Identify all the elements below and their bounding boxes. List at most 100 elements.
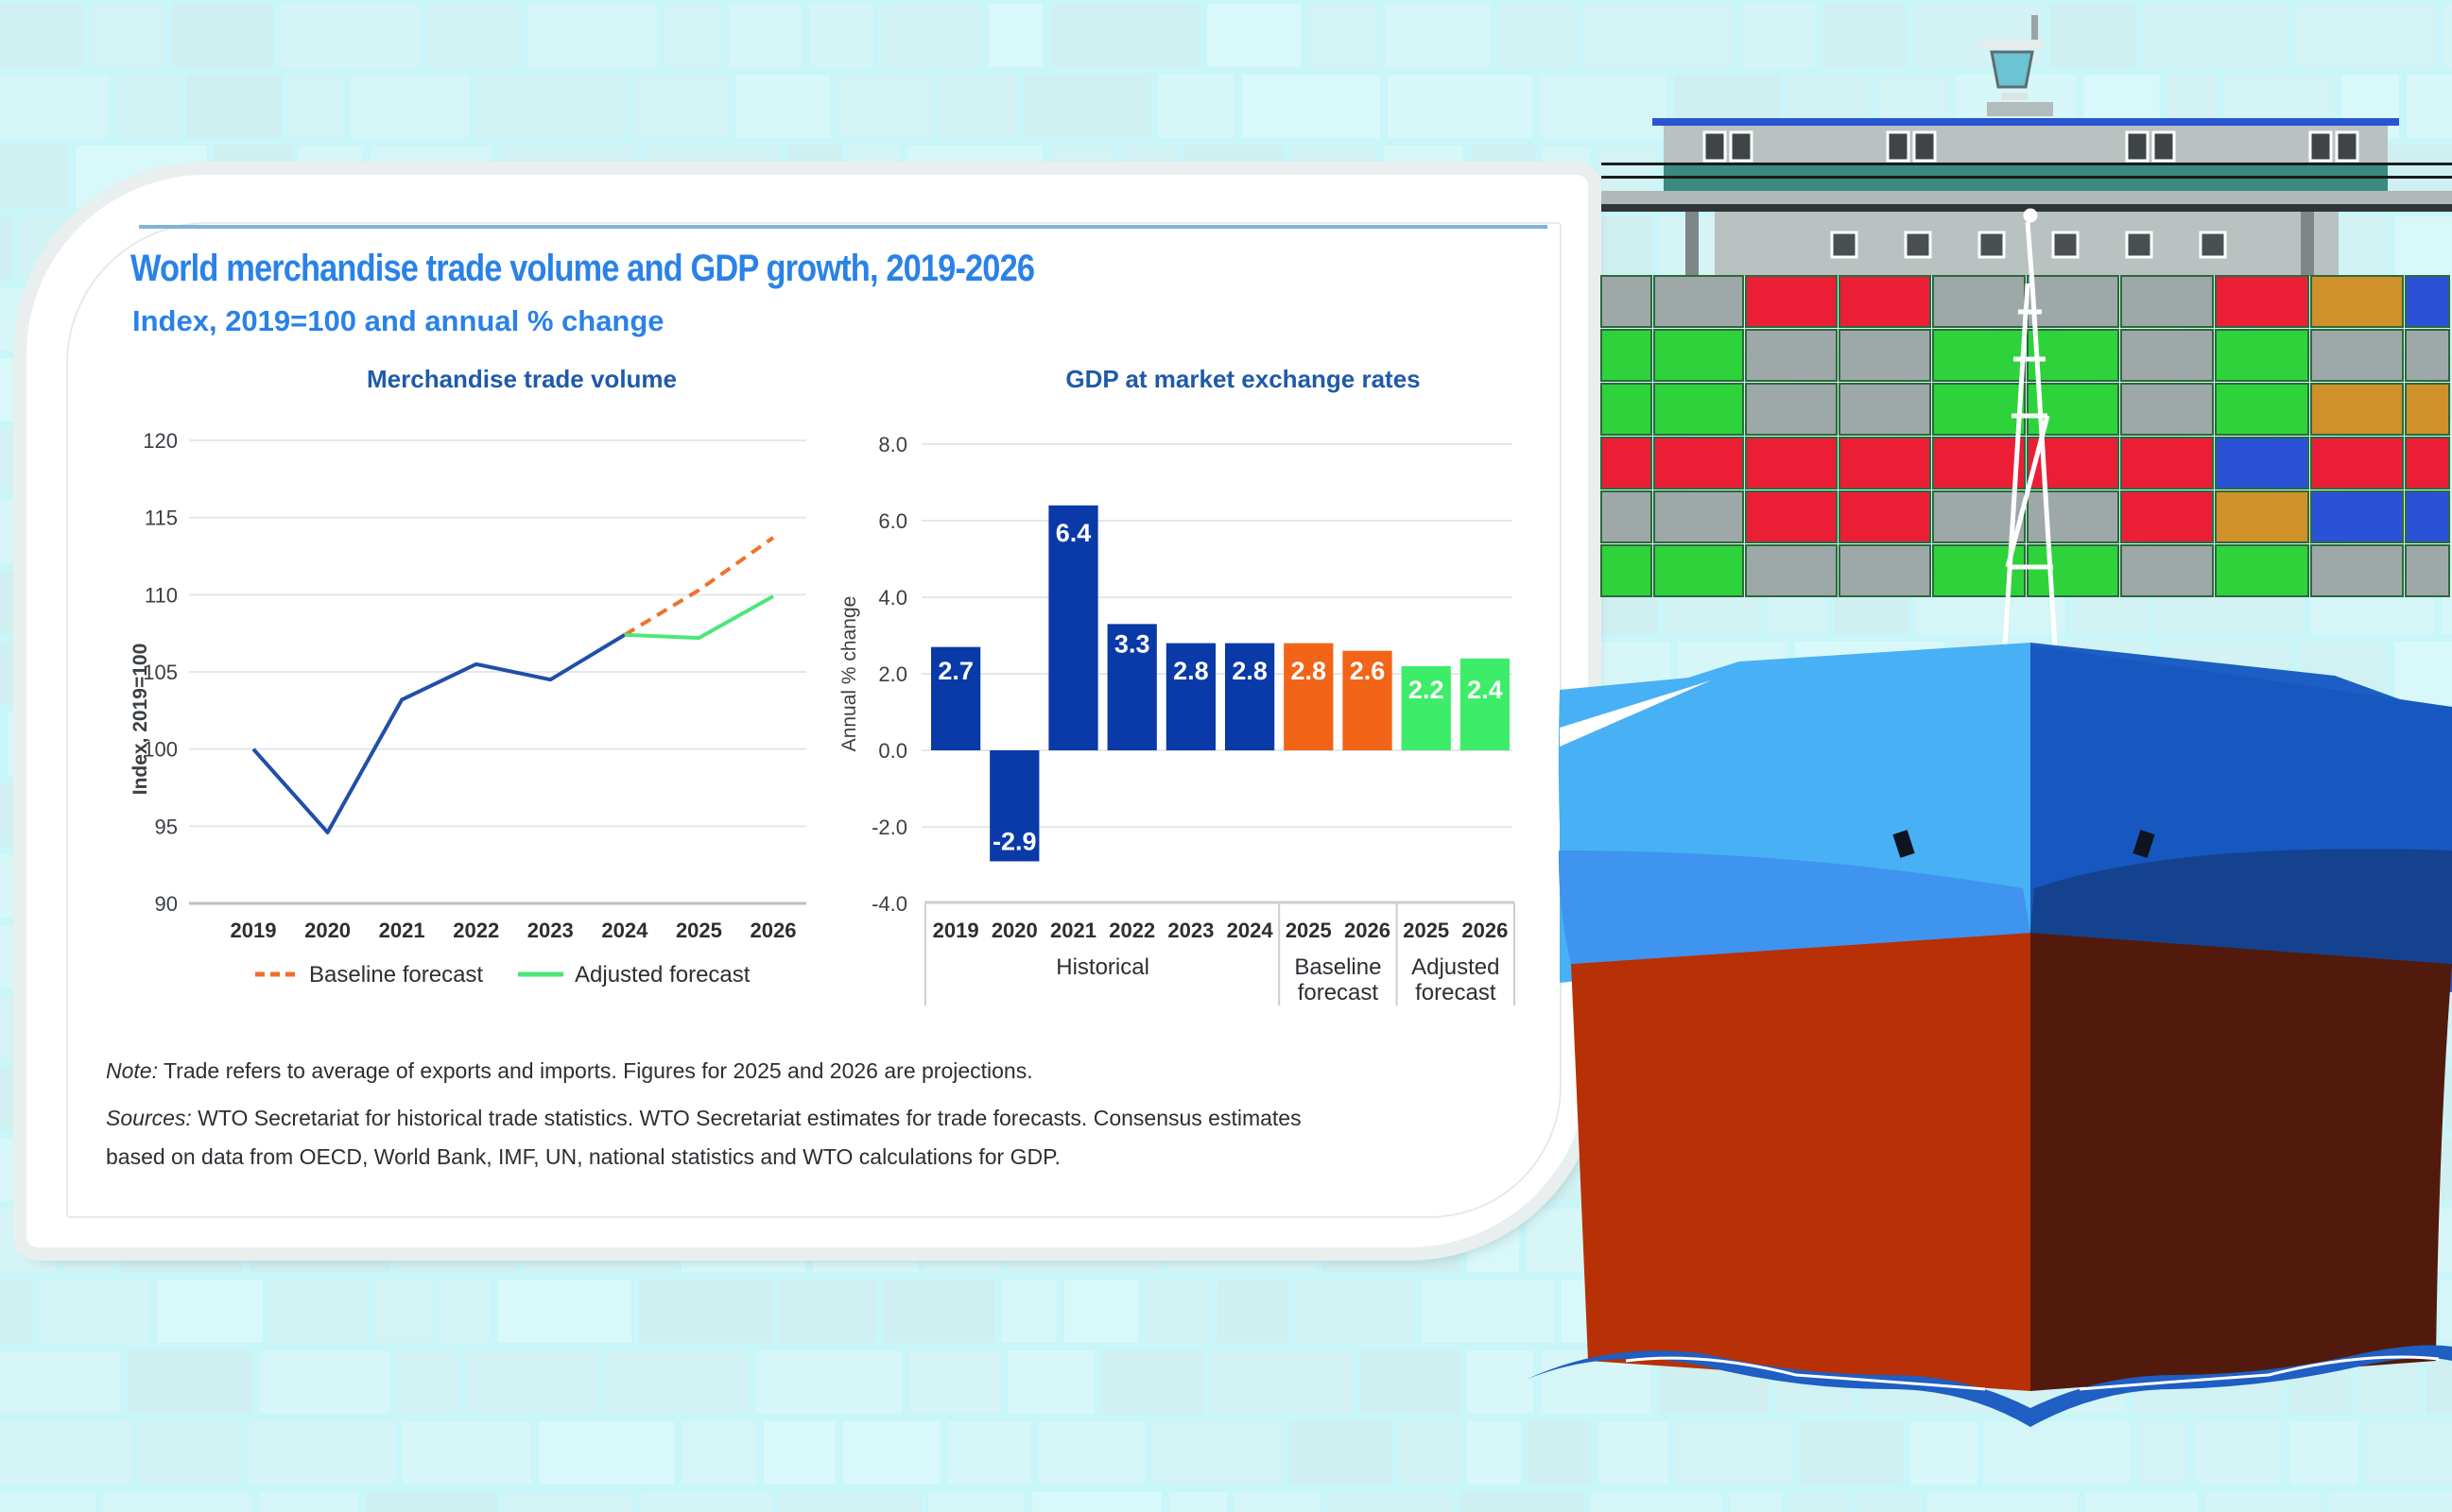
cargo-container [2027, 329, 2119, 382]
cargo-container [2405, 329, 2450, 382]
hull-left-red-band [1571, 933, 2030, 1391]
group-label: Historical [1056, 954, 1149, 980]
background-tile [2366, 1421, 2452, 1485]
background-tile [764, 1421, 836, 1485]
cargo-container [2027, 544, 2119, 597]
background-tile [1801, 1421, 1903, 1485]
background-tile [948, 1421, 1031, 1485]
cargo-container [2405, 490, 2450, 543]
lower-house-windows [1830, 231, 2227, 259]
background-tile [91, 4, 164, 67]
cargo-container [1653, 544, 1744, 597]
series-line-historical [251, 633, 626, 834]
group-label: Baseline [1294, 954, 1381, 980]
background-tile [2289, 1421, 2358, 1485]
background-tile [0, 146, 68, 209]
wave-right [2030, 1345, 2452, 1427]
ship-antenna [2031, 15, 2038, 43]
background-tile [2205, 1492, 2322, 1512]
sources-line-1: Sources: WTO Secretariat for historical … [106, 1106, 1302, 1131]
ship-window [1702, 130, 1727, 163]
figure-subtitle: Index, 2019=100 and annual % change [132, 304, 665, 337]
ship-bridge-cap [1979, 40, 2044, 49]
x-tick-label: 2021 [379, 919, 425, 942]
background-tile [2394, 642, 2452, 705]
ship-window [1729, 130, 1753, 163]
background-tile [116, 75, 179, 138]
cargo-container [1745, 544, 1838, 597]
cargo-container [1932, 383, 2026, 436]
cargo-container [1600, 490, 1652, 543]
line-chart-title: Merchandise trade volume [367, 365, 677, 393]
background-tile [884, 1280, 994, 1343]
x-tick-label: 2026 [1461, 919, 1508, 942]
background-tile [837, 75, 933, 138]
cargo-container [2405, 544, 2450, 597]
background-tile [941, 75, 1017, 138]
cargo-container [2120, 383, 2214, 436]
gdp-bar-chart: -4.0 -2.0 0.0 2.0 4.0 6.0 8.0 Annual % change 2.… [838, 433, 1515, 1005]
background-tile [440, 1280, 491, 1343]
background-tile [1789, 1492, 1850, 1512]
background-tile [633, 75, 728, 138]
hull-porthole-left [1892, 830, 1915, 858]
ship-window [2051, 231, 2080, 259]
background-tile [1295, 1280, 1414, 1343]
y-tick-label: -2.0 [872, 816, 907, 839]
background-tile [0, 75, 109, 138]
background-tile [780, 1492, 921, 1512]
background-tile [2442, 571, 2452, 634]
cargo-container [1745, 437, 1838, 490]
y-tick-label: 8.0 [878, 433, 907, 456]
bar-value-label: 2.7 [938, 657, 974, 685]
background-tile [1467, 1421, 1521, 1485]
bar [1048, 505, 1098, 750]
background-tile [1730, 1492, 1782, 1512]
background-tile [0, 1492, 95, 1512]
y-tick-label: 0.0 [878, 739, 907, 763]
cargo-container [1932, 275, 2026, 328]
background-tile [1309, 4, 1377, 67]
cargo-container [1600, 275, 1652, 328]
y-tick-label: 115 [145, 507, 178, 530]
ship-window [2335, 130, 2359, 163]
ship-window [1830, 231, 1858, 259]
ship-roof [1652, 118, 2399, 126]
y-tick-label: 4.0 [878, 586, 907, 610]
background-tile [1050, 4, 1200, 67]
cargo-container [1745, 329, 1838, 382]
background-tile [2138, 1421, 2187, 1485]
bar [1459, 658, 1511, 750]
background-tile [2333, 216, 2387, 280]
bar-value-label: 3.3 [1114, 629, 1150, 658]
background-tile [1235, 1492, 1320, 1512]
background-tile [289, 75, 343, 138]
background-tile [2085, 1492, 2198, 1512]
ship-deck-shadow [1601, 204, 2452, 212]
background-tile [2407, 75, 2452, 138]
ship-bridge-stand [1987, 102, 2053, 116]
background-tile [2295, 4, 2436, 67]
background-tile [172, 4, 273, 67]
y-tick-label: 110 [145, 583, 178, 607]
background-tile [1985, 1421, 2131, 1485]
background-tile [1102, 1350, 1203, 1414]
background-tile [756, 1350, 902, 1414]
x-tick-label: 2022 [1109, 919, 1155, 942]
bar-value-label: 2.6 [1350, 657, 1386, 685]
cargo-container [1600, 437, 1652, 490]
background-tile [1002, 1280, 1057, 1343]
cargo-container [2310, 275, 2404, 328]
ship-window [2308, 130, 2333, 163]
background-tile [928, 1492, 1025, 1512]
cargo-container [2405, 275, 2450, 328]
background-tile [428, 4, 520, 67]
bar-chart-title: GDP at market exchange rates [1065, 365, 1421, 393]
background-tile [2441, 1280, 2452, 1343]
background-tile [1207, 4, 1302, 67]
background-tile [128, 1350, 252, 1414]
cargo-container [2215, 490, 2309, 543]
background-tile [281, 4, 421, 67]
wave-foam [1625, 1355, 2440, 1391]
background-tile [779, 1280, 876, 1343]
